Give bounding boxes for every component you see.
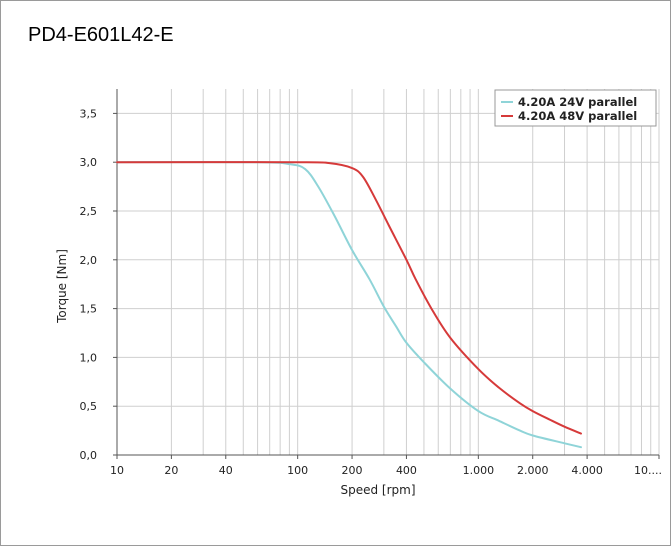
x-axis-label: Speed [rpm] xyxy=(340,483,415,497)
x-tick-label: 20 xyxy=(164,464,178,477)
y-tick-label: 3,0 xyxy=(80,156,98,169)
x-tick-label: 200 xyxy=(342,464,363,477)
x-tick-label: 400 xyxy=(396,464,417,477)
y-tick-label: 1,5 xyxy=(80,303,98,316)
series-line-2 xyxy=(116,161,582,435)
page-title: PD4-E601L42-E xyxy=(28,24,174,46)
x-tick-label: 10 xyxy=(110,464,124,477)
legend-box xyxy=(494,89,657,127)
legend-label-1: 4.20A 24V parallel xyxy=(518,95,637,109)
x-tick-label: 2.000 xyxy=(517,464,549,477)
x-tick-label: 4.000 xyxy=(571,464,603,477)
y-tick-label: 1,0 xyxy=(80,351,98,364)
y-tick-label: 0,5 xyxy=(80,400,98,413)
y-tick-label: 0,0 xyxy=(80,449,98,462)
chart-series xyxy=(116,161,582,449)
y-axis-label: Torque [Nm] xyxy=(55,249,69,324)
chart-grid xyxy=(116,89,660,455)
y-tick-label: 3,5 xyxy=(80,107,98,120)
chart-axes: 0,0 0,5 1,0 1,5 2,0 2,5 3,0 3,5 10 20 40 100 200 400 1… xyxy=(80,89,662,477)
x-tick-label: 10.... xyxy=(634,464,662,477)
legend-label-2: 4.20A 48V parallel xyxy=(518,109,637,123)
y-tick-label: 2,5 xyxy=(80,205,98,218)
series-line-1 xyxy=(116,161,582,449)
y-tick-label: 2,0 xyxy=(80,254,98,267)
x-tick-label: 100 xyxy=(287,464,308,477)
x-tick-label: 1.000 xyxy=(463,464,495,477)
x-tick-label: 40 xyxy=(219,464,233,477)
